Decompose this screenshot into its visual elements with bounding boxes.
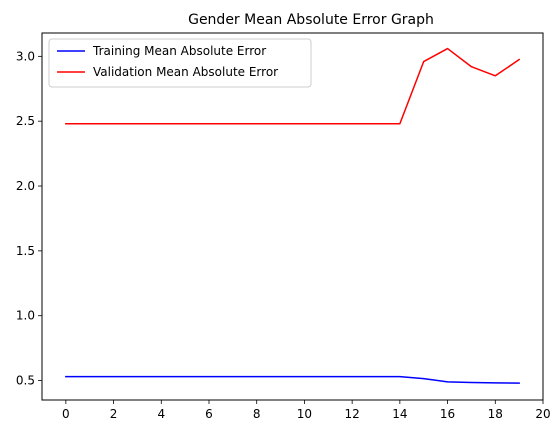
legend-label-1: Validation Mean Absolute Error: [93, 65, 278, 79]
x-tick-label: 4: [157, 407, 165, 421]
x-tick-label: 6: [205, 407, 213, 421]
x-tick-label: 14: [392, 407, 407, 421]
y-tick-label: 2.5: [16, 114, 35, 128]
y-axis: 0.5 1.0 1.5 2.0 2.5 3.0: [16, 49, 42, 388]
y-tick-label: 1.0: [16, 309, 35, 323]
legend-box: [48, 38, 312, 88]
y-tick-label: 2.0: [16, 179, 35, 193]
plot-frame: [41, 32, 544, 401]
series-layer: [65, 47, 521, 384]
x-axis: 0 2 4 6 8 10 12 14 16 18 20: [62, 400, 551, 421]
chart-title: Gender Mean Absolute Error Graph: [188, 12, 434, 28]
x-tick-label: 8: [253, 407, 261, 421]
legend: Training Mean Absolute Error Validation M…: [48, 38, 312, 88]
y-tick-label: 0.5: [16, 374, 35, 388]
series-line-1: [65, 47, 521, 125]
x-tick-label: 2: [110, 407, 118, 421]
y-tick-label: 1.5: [16, 244, 35, 258]
x-tick-label: 12: [345, 407, 360, 421]
series-line-0: [65, 375, 520, 384]
x-tick-label: 10: [297, 407, 312, 421]
x-tick-label: 0: [62, 407, 70, 421]
y-tick-label: 3.0: [16, 49, 35, 63]
x-tick-label: 20: [535, 407, 550, 421]
x-tick-label: 18: [488, 407, 503, 421]
legend-label-0: Training Mean Absolute Error: [92, 44, 266, 58]
x-tick-label: 16: [440, 407, 455, 421]
